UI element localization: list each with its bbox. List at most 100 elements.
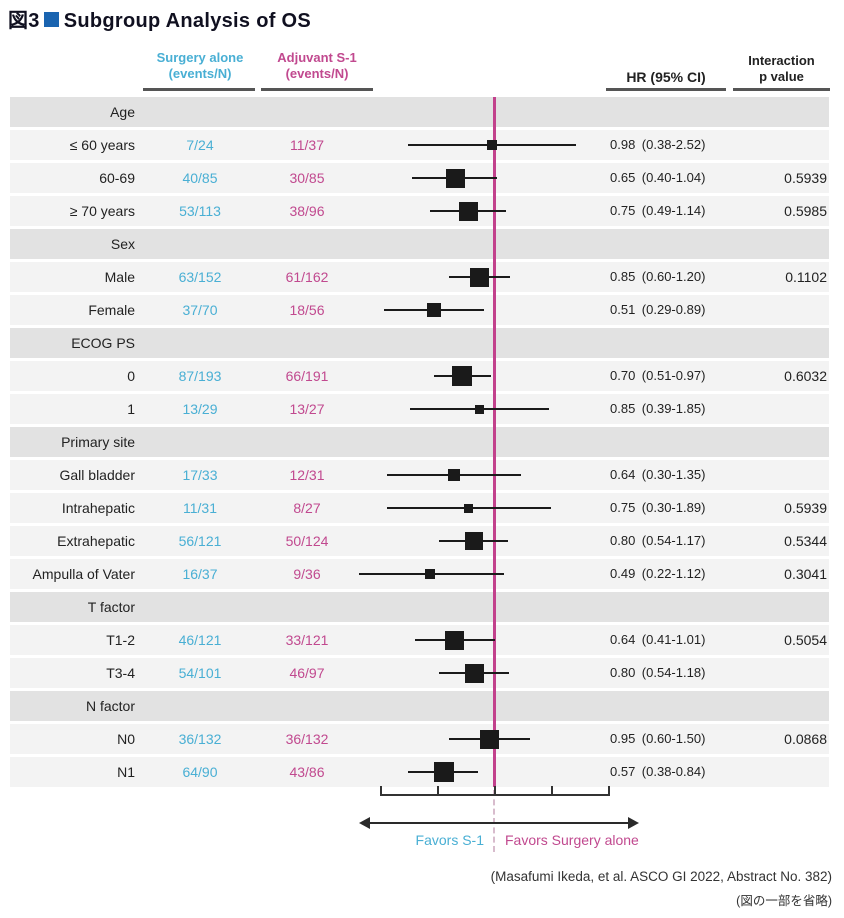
reference-line-hr1 (493, 97, 496, 787)
hr-ci-text: 0.80 (0.54-1.17) (610, 533, 706, 548)
surgery-events-value: 64/90 (182, 764, 218, 780)
forest-row: 0 87/193 66/191 0.70 (0.51-0.97) 0.6032 (10, 361, 829, 391)
abbreviation-note: (図の一部を省略) (736, 894, 832, 908)
row-label: N0 (117, 731, 135, 747)
interaction-p-value: 0.5939 (784, 170, 827, 186)
surgery-header-underline (143, 88, 255, 91)
adjuvant-events-value: 30/85 (289, 170, 325, 186)
x-axis-tick (551, 786, 553, 796)
adjuvant-events-value: 8/27 (293, 500, 321, 516)
row-label: N1 (117, 764, 135, 780)
surgery-events-value: 7/24 (186, 137, 214, 153)
subgroup-section-row: Sex (10, 229, 829, 259)
hr-point-marker (464, 663, 484, 683)
surgery-events-value: 63/152 (178, 269, 222, 285)
hr-ci-text: 0.64 (0.30-1.35) (610, 467, 706, 482)
favors-surgery-alone-label: Favors Surgery alone (505, 832, 639, 848)
column-header-hr-ci: HR (95% CI) (626, 69, 706, 85)
interaction-col-line1: Interaction (748, 53, 815, 68)
hr-ci-text: 0.75 (0.30-1.89) (610, 500, 706, 515)
surgery-events-value: 54/101 (178, 665, 222, 681)
surgery-events-value: 16/37 (182, 566, 218, 582)
arrowhead-left-icon (359, 817, 370, 829)
interaction-p-value: 0.5054 (784, 632, 827, 648)
hr-point-marker (475, 404, 485, 414)
forest-row: Ampulla of Vater 16/37 9/36 0.49 (0.22-1.12… (10, 559, 829, 589)
hr-ci-text: 0.65 (0.40-1.04) (610, 170, 706, 185)
adjuvant-events-value: 38/96 (289, 203, 325, 219)
surgery-events-value: 46/121 (178, 632, 222, 648)
column-header-surgery-alone: Surgery alone (events/N) (140, 50, 260, 82)
subgroup-section-row: ECOG PS (10, 328, 829, 358)
hr-point-marker (444, 630, 464, 650)
row-label: Gall bladder (59, 467, 136, 483)
subgroup-section-row: Primary site (10, 427, 829, 457)
hr-ci-text: 0.80 (0.54-1.18) (610, 665, 706, 680)
interaction-p-value: 0.5344 (784, 533, 827, 549)
hr-ci-text: 0.95 (0.60-1.50) (610, 731, 706, 746)
forest-row: Gall bladder 17/33 12/31 0.64 (0.30-1.35) (10, 460, 829, 490)
hr-ci-text: 0.57 (0.38-0.84) (610, 764, 706, 779)
column-header-adjuvant-s1: Adjuvant S-1 (events/N) (255, 50, 379, 82)
forest-row: 60-69 40/85 30/85 0.65 (0.40-1.04) 0.5939 (10, 163, 829, 193)
section-label: Primary site (61, 434, 135, 450)
hr-point-marker (433, 762, 454, 782)
forest-row: 1 13/29 13/27 0.85 (0.39-1.85) (10, 394, 829, 424)
hr-header-underline (606, 88, 726, 91)
x-axis-tick (437, 786, 439, 796)
hr-point-marker (448, 469, 461, 481)
column-header-interaction-p: Interaction p value (733, 53, 830, 85)
hr-point-marker (470, 267, 490, 287)
section-label: ECOG PS (71, 335, 135, 351)
hr-ci-text: 0.51 (0.29-0.89) (610, 302, 706, 317)
adjuvant-header-underline (261, 88, 373, 91)
x-axis-tick (494, 786, 496, 796)
hr-point-marker (458, 201, 478, 221)
row-label: Extrahepatic (57, 533, 135, 549)
interaction-p-value: 0.5985 (784, 203, 827, 219)
forest-row: Female 37/70 18/56 0.51 (0.29-0.89) (10, 295, 829, 325)
surgery-events-value: 40/85 (182, 170, 218, 186)
interaction-p-value: 0.5939 (784, 500, 827, 516)
surgery-col-title: Surgery alone (156, 50, 244, 65)
hr-point-marker (479, 729, 499, 749)
interaction-p-value: 0.1102 (785, 269, 827, 285)
interaction-header-underline (733, 88, 830, 91)
forest-plot-rows: Age ≤ 60 years 7/24 11/37 0.98 (0.38-2.52) 60… (10, 97, 829, 790)
row-label: ≥ 70 years (69, 203, 135, 219)
figure-title-text: Subgroup Analysis of OS (63, 10, 312, 32)
hr-point-marker (463, 503, 473, 513)
adjuvant-events-value: 33/121 (285, 632, 329, 648)
surgery-events-value: 53/113 (179, 203, 221, 219)
figure-title: 図3 Subgroup Analysis of OS (8, 4, 311, 33)
hr-point-marker (487, 140, 498, 150)
adjuvant-events-value: 18/56 (289, 302, 325, 318)
forest-row: T3-4 54/101 46/97 0.80 (0.54-1.18) (10, 658, 829, 688)
row-label: 0 (127, 368, 135, 384)
section-label: Sex (110, 236, 135, 252)
hr-ci-text: 0.85 (0.60-1.20) (610, 269, 706, 284)
row-label: T1-2 (106, 632, 135, 648)
row-label: 1 (127, 401, 135, 417)
row-label: Ampulla of Vater (32, 566, 135, 582)
subgroup-section-row: T factor (10, 592, 829, 622)
citation-text: (Masafumi Ikeda, et al. ASCO GI 2022, Ab… (490, 869, 832, 884)
figure-label: 図3 (8, 10, 40, 32)
adjuvant-events-value: 13/27 (289, 401, 325, 417)
favors-arrow-line (369, 822, 629, 824)
forest-row: N0 36/132 36/132 0.95 (0.60-1.50) 0.0868 (10, 724, 829, 754)
adjuvant-events-value: 12/31 (289, 467, 325, 483)
forest-row: ≤ 60 years 7/24 11/37 0.98 (0.38-2.52) (10, 130, 829, 160)
hr-ci-text: 0.85 (0.39-1.85) (610, 401, 706, 416)
adjuvant-events-value: 43/86 (289, 764, 325, 780)
hr-point-marker (425, 569, 436, 579)
adjuvant-col-title: Adjuvant S-1 (277, 50, 357, 65)
x-axis-tick (608, 786, 610, 796)
interaction-p-value: 0.6032 (784, 368, 827, 384)
surgery-events-value: 13/29 (182, 401, 218, 417)
subgroup-section-row: N factor (10, 691, 829, 721)
title-square-icon (43, 12, 59, 27)
arrowhead-right-icon (628, 817, 639, 829)
surgery-events-value: 11/31 (183, 500, 217, 516)
adjuvant-events-value: 9/36 (293, 566, 321, 582)
